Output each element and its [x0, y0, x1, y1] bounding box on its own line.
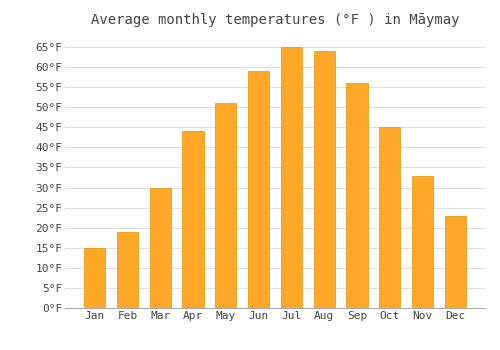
- Bar: [84, 248, 106, 308]
- Bar: [412, 175, 433, 308]
- Bar: [379, 127, 400, 308]
- Bar: [248, 71, 270, 308]
- Bar: [182, 131, 204, 308]
- Bar: [314, 51, 335, 308]
- Bar: [280, 47, 302, 308]
- Bar: [215, 103, 236, 308]
- Bar: [150, 188, 171, 308]
- Bar: [117, 232, 138, 308]
- Title: Average monthly temperatures (°F ) in Māymay: Average monthly temperatures (°F ) in Mā…: [91, 13, 459, 27]
- Bar: [346, 83, 368, 308]
- Bar: [444, 216, 466, 308]
